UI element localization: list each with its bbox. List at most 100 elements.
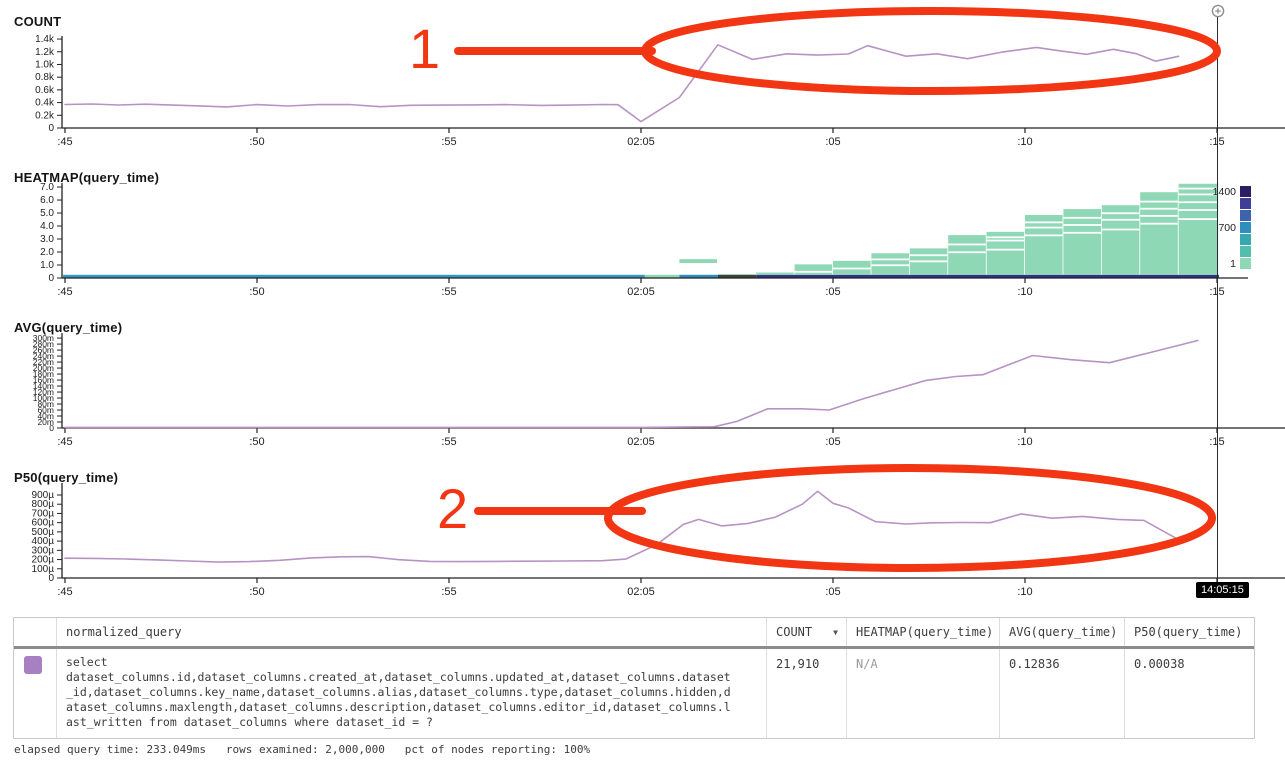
series-line	[64, 339, 1199, 429]
heatmap-column-gap	[833, 267, 871, 270]
heatmap-baseline-segment	[644, 274, 680, 278]
count-chart[interactable]: 1.4k 1.2k1.0k 0.8k 0.6k 0.4k0.2k 0:45:50:55 02…	[35, 34, 1285, 148]
p50-value-cell: 0.00038	[1124, 649, 1254, 738]
heatmap-column-gap	[1101, 218, 1140, 221]
heatmap-column	[1063, 209, 1101, 275]
column-header-avg[interactable]: AVG(query_time)	[999, 618, 1124, 646]
y-tick-label: 1.0	[40, 260, 54, 271]
heatmap-column-gap	[1063, 224, 1101, 226]
x-tick-label: :50	[249, 586, 264, 598]
y-tick-label: 200m	[33, 363, 54, 373]
y-tick-label: 300m	[33, 333, 54, 343]
heatmap-legend-swatch	[1240, 198, 1251, 209]
x-tick-label: 02:05	[627, 586, 655, 598]
heatmap-column-gap	[1140, 222, 1178, 225]
column-header-p50[interactable]: P50(query_time)	[1124, 618, 1254, 646]
sort-desc-icon[interactable]: ▼	[833, 627, 838, 637]
heatmap-column-gap	[1025, 221, 1063, 224]
heatmap-legend: 1400 700 1	[1213, 186, 1251, 270]
x-tick-label: :10	[1017, 436, 1032, 448]
charts-canvas[interactable]: 1.4k1.2k1.0k0.8k0.6k0.4k0.2k0:45:50:55 02…	[0, 0, 1285, 612]
column-header-heatmap[interactable]: HEATMAP(query_time)	[846, 618, 999, 646]
series-line	[64, 43, 1180, 123]
x-tick-label: :10	[1017, 586, 1032, 598]
y-tick-label: 900µ	[32, 490, 55, 501]
y-tick-label: 3.0	[40, 234, 54, 245]
heatmap-column-gap	[1063, 216, 1101, 219]
heatmap-column-gap	[1178, 201, 1219, 204]
count-header-label: COUNT	[776, 625, 813, 639]
x-tick-label: :55	[441, 286, 456, 298]
heatmap-value-cell: N/A	[846, 649, 999, 738]
p50-chart-title: P50(query_time)	[14, 470, 119, 485]
heatmap-column	[1101, 205, 1140, 275]
column-header-normalized-query[interactable]: normalized_query	[56, 618, 766, 646]
column-header-count[interactable]: COUNT ▼	[766, 618, 846, 646]
heatmap-legend-swatch	[1240, 246, 1251, 257]
y-tick-label: 1.2k	[35, 47, 55, 58]
table-row[interactable]: select dataset_columns.id,dataset_column…	[14, 649, 1254, 738]
y-tick-label: 0.6k	[35, 85, 55, 96]
heatmap-legend-swatch	[1240, 210, 1251, 221]
time-marker-handle-icon[interactable]	[1210, 3, 1226, 24]
heatmap-column-gap	[871, 258, 909, 261]
x-tick-label: :05	[825, 136, 840, 148]
heatmap-floating-cell	[679, 259, 717, 264]
heatmap-baseline-segment	[679, 274, 718, 278]
heatmap-column-gap	[986, 236, 1025, 239]
heatmap-query-time--chart[interactable]: 1400 700 1 7.0 6.0 5.0 4.0 3.0 2.0 1.0 0:45:50:55 0…	[40, 182, 1251, 298]
heatmap-column	[1140, 192, 1178, 275]
y-tick-label: 40m	[37, 411, 54, 421]
y-tick-label: 180m	[33, 369, 54, 379]
heatmap-baseline-segment	[63, 274, 645, 278]
normalized-query-cell: select dataset_columns.id,dataset_column…	[56, 649, 766, 738]
heatmap-column-gap	[1178, 209, 1219, 211]
y-tick-label: 600µ	[32, 518, 55, 529]
y-tick-label: 7.0	[40, 182, 54, 193]
y-tick-label: 0.4k	[35, 98, 55, 109]
y-tick-label: 0.8k	[35, 72, 55, 83]
x-tick-label: :05	[825, 586, 840, 598]
series-swatch-cell	[14, 649, 56, 738]
y-tick-label: 120m	[33, 387, 54, 397]
heatmap-legend-label: 700	[1218, 222, 1236, 234]
y-tick-label: 140m	[33, 381, 54, 391]
heatmap-column-gap	[909, 260, 948, 263]
y-tick-label: 4.0	[40, 221, 54, 232]
x-tick-label: :45	[57, 286, 72, 298]
heatmap-column-gap	[1178, 193, 1219, 196]
heatmap-column-gap	[1178, 218, 1219, 221]
heatmap-column-gap	[1025, 234, 1063, 237]
heatmap-column-gap	[948, 243, 986, 246]
heatmap-legend-swatch	[1240, 186, 1251, 197]
heatmap-baseline-segment	[756, 274, 1219, 278]
heatmap-chart-title: HEATMAP(query_time)	[14, 170, 160, 185]
heatmap-column-gap	[986, 248, 1025, 251]
series-line	[64, 490, 1180, 563]
y-tick-label: 0	[49, 423, 54, 433]
avg-query-time--chart[interactable]: 300m280m260m240m220m200m180m160m140m120m…	[33, 333, 1285, 448]
y-tick-label: 700µ	[32, 508, 55, 519]
p50-query-time--chart[interactable]: 900µ800µ700µ600µ500µ400µ300µ200µ100µ0:45…	[32, 483, 1285, 598]
x-tick-label: :45	[57, 436, 72, 448]
y-tick-label: 1.4k	[35, 34, 55, 45]
heatmap-column	[948, 235, 986, 275]
query-stats-line: elapsed query time: 233.049ms rows exami…	[14, 743, 591, 756]
x-tick-label: :45	[57, 586, 72, 598]
heatmap-legend-swatch	[1240, 234, 1251, 245]
y-tick-label: 300µ	[32, 545, 55, 556]
y-tick-label: 0	[48, 273, 54, 284]
y-tick-label: 160m	[33, 375, 54, 385]
x-tick-label: :55	[441, 436, 456, 448]
heatmap-column-gap	[909, 254, 948, 257]
x-tick-label: 02:05	[627, 436, 655, 448]
heatmap-column	[986, 231, 1025, 275]
annotation-label-1: 1	[409, 17, 441, 80]
x-tick-label: :50	[249, 436, 264, 448]
heatmap-column-gap	[1140, 214, 1178, 217]
heatmap-column-gap	[986, 239, 1025, 242]
swatch-column-header	[14, 618, 56, 646]
x-tick-label: :10	[1017, 136, 1032, 148]
heatmap-column	[871, 253, 909, 275]
avg-chart-title: AVG(query_time)	[14, 320, 123, 335]
